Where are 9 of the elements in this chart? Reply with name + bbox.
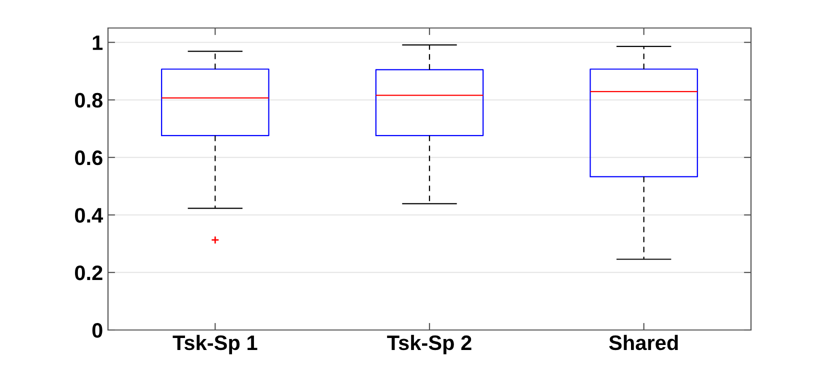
- x-tick-label: Tsk-Sp 1: [172, 334, 258, 354]
- x-tick-label: Tsk-Sp 2: [387, 334, 472, 354]
- y-tick-label: 0: [92, 323, 102, 338]
- y-tick-label: 0.6: [75, 150, 102, 166]
- y-tick-label: 1: [92, 36, 103, 50]
- y-tick-label: 0.8: [75, 92, 103, 108]
- x-tick-label: Shared: [609, 334, 678, 350]
- y-tick-label: 0.2: [75, 265, 102, 280]
- y-tick-label: 0.4: [75, 208, 104, 223]
